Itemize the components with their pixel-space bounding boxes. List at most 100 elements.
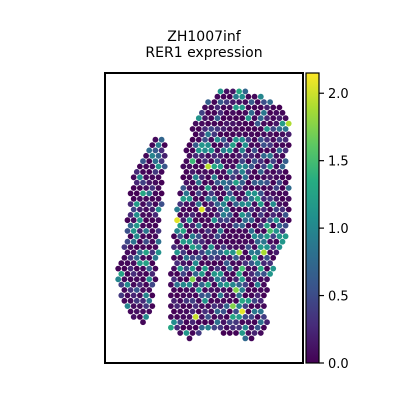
spot [264,104,270,111]
spot [261,120,267,127]
spot [223,271,230,277]
spot [251,276,258,283]
spot [186,174,193,181]
spot [226,244,233,251]
spot [195,308,202,315]
spot [233,212,239,218]
spot [205,120,212,127]
spot [137,195,143,202]
spot [230,324,236,331]
spot [127,233,134,240]
spot [121,254,128,261]
spot [242,249,249,256]
spot [208,244,215,251]
spot [205,238,212,245]
spot [239,179,246,186]
spot [236,131,243,138]
spot [208,233,215,240]
spot [205,99,212,105]
colorbar-tick-label: 0.0 [328,357,349,372]
spot [273,238,280,245]
spot [217,217,224,224]
spot [199,185,205,191]
spot [202,233,208,240]
spot [180,217,187,224]
spot [202,126,208,132]
spot [220,265,227,272]
spot [217,99,224,105]
spot [180,206,187,213]
spot [195,115,202,122]
spot [192,195,199,202]
spot [133,265,140,272]
spot [254,131,261,138]
spot [152,276,159,283]
spot [208,276,215,283]
spot [171,265,177,272]
spot [202,244,208,251]
spot [177,254,184,261]
spot [149,292,156,299]
spot [233,158,239,165]
spot [239,136,246,143]
spot [236,142,243,149]
spot [189,190,196,197]
spot [137,249,143,256]
spot [192,324,199,331]
spot [264,126,270,132]
spot [242,324,249,331]
title-line-2: RER1 expression [145,45,262,61]
spot [217,249,224,256]
spot [248,314,255,320]
spot [186,152,193,159]
spot [121,287,128,293]
spot [146,233,153,240]
spot [214,265,221,272]
spot [267,271,273,277]
spot [183,233,190,240]
spot [242,281,249,288]
spot [211,99,218,105]
spot [264,254,270,261]
spot [155,174,162,181]
spot [261,174,267,181]
spot [189,276,196,283]
spot [177,244,184,251]
spot [205,314,212,320]
spot [261,206,267,213]
spot [127,212,134,218]
spot [257,287,264,293]
spot [177,330,184,336]
spot [140,287,146,293]
spot [205,303,212,309]
spot [186,238,193,245]
spot [124,281,131,288]
spot [254,185,261,191]
spot [220,201,227,208]
spot [146,244,153,251]
spot [248,152,255,159]
spot [195,190,202,197]
spot [161,163,168,170]
spot [214,93,221,100]
spot [254,142,261,149]
spot [152,212,159,218]
spot [220,104,227,111]
spot [195,201,202,208]
spot [236,109,243,116]
spot [168,324,174,331]
spot [183,212,190,218]
spot [282,233,289,240]
spot [155,217,162,224]
spot [146,308,153,315]
spot [186,185,193,191]
spot [140,179,146,186]
spot [261,314,267,320]
spot [270,254,277,261]
spot [233,308,239,315]
spot [248,238,255,245]
spot [264,115,270,122]
spot [199,163,205,170]
spot [236,314,243,320]
spot [205,249,212,256]
